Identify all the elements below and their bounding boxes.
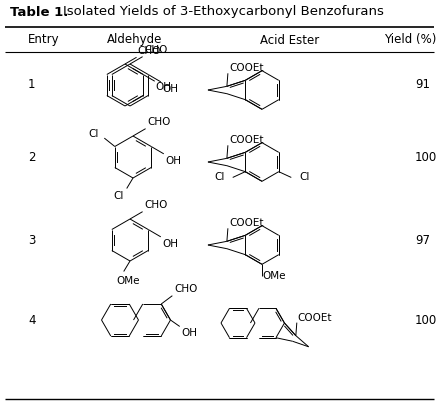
- Text: 91: 91: [414, 79, 429, 92]
- Text: CHO: CHO: [174, 284, 197, 294]
- Text: 3: 3: [28, 234, 35, 247]
- Text: OH: OH: [166, 156, 181, 166]
- Text: 100: 100: [414, 313, 436, 326]
- Text: Aldehyde: Aldehyde: [107, 34, 162, 47]
- Text: OMe: OMe: [261, 271, 285, 281]
- Text: OH: OH: [155, 82, 171, 92]
- Text: Acid Ester: Acid Ester: [260, 34, 319, 47]
- Text: OH: OH: [162, 84, 178, 94]
- Text: CHO: CHO: [137, 46, 160, 56]
- Text: Cl: Cl: [298, 173, 309, 183]
- Text: 100: 100: [414, 151, 436, 164]
- Text: CHO: CHO: [147, 117, 171, 127]
- Text: CHO: CHO: [144, 200, 168, 210]
- Text: 97: 97: [414, 234, 429, 247]
- Text: Entry: Entry: [28, 34, 60, 47]
- Text: 1: 1: [28, 79, 35, 92]
- Text: CHO: CHO: [144, 45, 168, 55]
- Text: OH: OH: [181, 328, 197, 339]
- Text: 2: 2: [28, 151, 35, 164]
- Text: Table 1.: Table 1.: [10, 6, 68, 19]
- Text: Isolated Yields of 3-Ethoxycarbonyl Benzofurans: Isolated Yields of 3-Ethoxycarbonyl Benz…: [63, 6, 383, 19]
- Text: Yield (%): Yield (%): [383, 34, 435, 47]
- Text: COOEt: COOEt: [297, 313, 332, 323]
- Text: Cl: Cl: [113, 190, 124, 200]
- Text: COOEt: COOEt: [228, 218, 263, 228]
- Text: Cl: Cl: [214, 173, 224, 183]
- Text: OMe: OMe: [116, 277, 139, 286]
- Text: OH: OH: [162, 239, 178, 249]
- Text: 4: 4: [28, 313, 35, 326]
- Text: COOEt: COOEt: [228, 63, 263, 73]
- Text: Cl: Cl: [88, 129, 98, 139]
- Text: COOEt: COOEt: [228, 135, 263, 145]
